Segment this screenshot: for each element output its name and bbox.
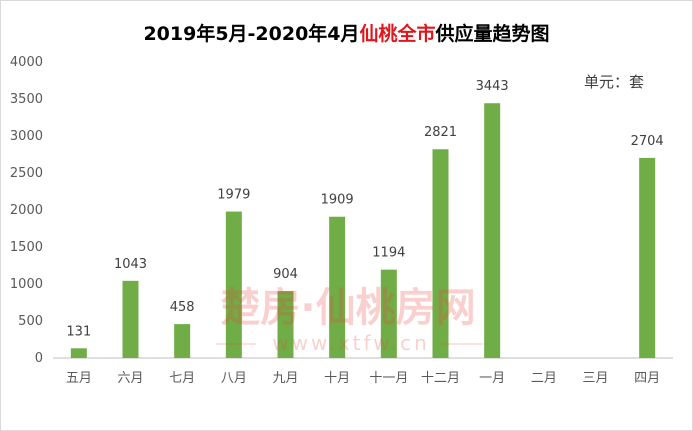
x-tick-label: 六月 (117, 371, 143, 386)
x-tick-label: 一月 (479, 371, 505, 386)
data-label: 1194 (372, 246, 405, 261)
bar (225, 211, 242, 358)
watermark-url: www.xtfw.cn (272, 331, 430, 355)
x-tick-label: 七月 (169, 371, 195, 386)
y-tick-label: 500 (18, 314, 43, 329)
x-tick-label: 十月 (324, 371, 350, 386)
data-label: 3443 (476, 79, 509, 94)
bar (122, 280, 139, 358)
y-tick-label: 0 (35, 351, 43, 366)
data-label: 131 (66, 324, 91, 339)
x-tick-label: 五月 (66, 371, 92, 386)
watermark-text: 楚房·仙桃房网 (220, 285, 475, 331)
data-label: 904 (273, 267, 298, 282)
chart-title: 2019年5月-2020年4月仙桃全市供应量趋势图 (1, 19, 692, 46)
y-tick-label: 1500 (10, 240, 43, 255)
bar (380, 269, 397, 358)
title-part-2: 仙桃全市 (359, 23, 436, 45)
x-tick-label: 十二月 (421, 371, 460, 386)
data-label: 1043 (114, 257, 147, 272)
y-tick-label: 2000 (10, 203, 43, 218)
bar (639, 157, 656, 358)
x-tick-label: 九月 (272, 371, 298, 386)
y-tick-label: 2500 (10, 166, 43, 181)
unit-label: 单元：套 (584, 73, 645, 91)
x-tick-label: 八月 (221, 371, 247, 386)
y-tick-label: 1000 (10, 277, 43, 292)
bar (277, 291, 294, 358)
bar (484, 103, 501, 358)
title-part-3: 供应量趋势图 (435, 23, 550, 45)
bar (432, 149, 449, 358)
y-tick-label: 4000 (10, 55, 43, 70)
x-tick-label: 二月 (531, 371, 557, 386)
x-tick-label: 三月 (582, 371, 608, 386)
bar (174, 324, 191, 358)
title-part-1: 2019年5月-2020年4月 (143, 23, 360, 45)
data-label: 2821 (424, 125, 457, 140)
bar (329, 216, 346, 358)
y-tick-label: 3000 (10, 129, 43, 144)
data-label: 458 (170, 300, 195, 315)
data-label: 2704 (631, 134, 664, 149)
data-label: 1909 (321, 193, 354, 208)
data-label: 1979 (217, 188, 250, 203)
bar (70, 348, 87, 358)
y-tick-label: 3500 (10, 92, 43, 107)
x-tick-label: 十一月 (369, 371, 408, 386)
x-tick-label: 四月 (634, 371, 660, 386)
